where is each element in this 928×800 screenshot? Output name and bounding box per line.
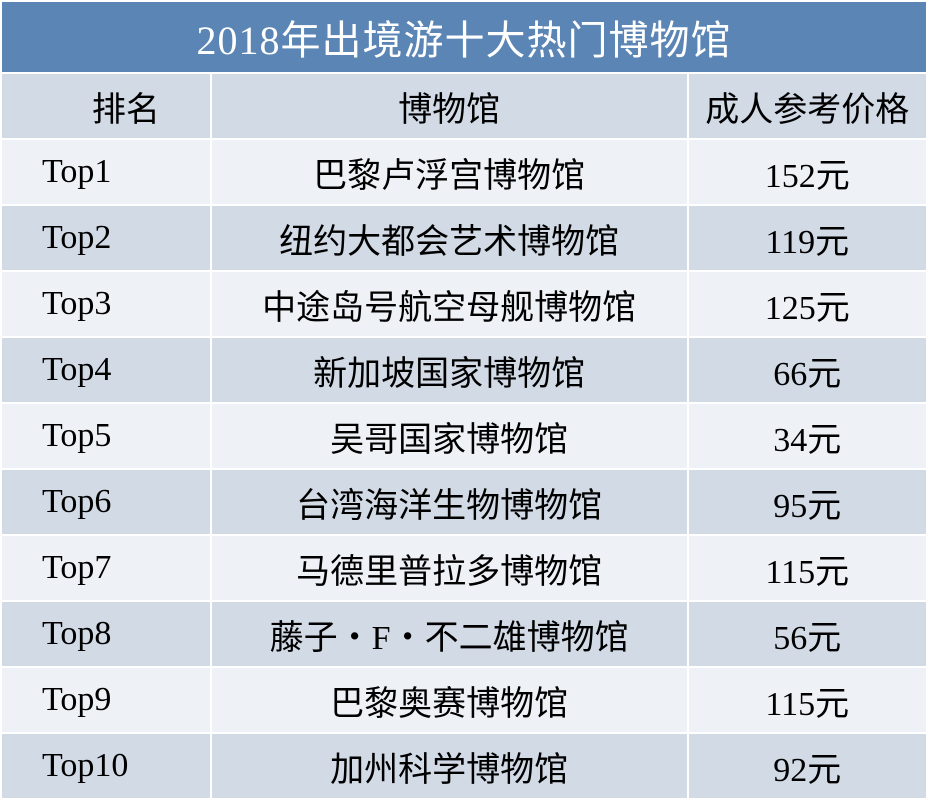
- header-museum: 博物馆: [211, 73, 688, 139]
- header-price: 成人参考价格: [688, 73, 927, 139]
- cell-museum: 巴黎奥赛博物馆: [211, 667, 688, 733]
- table-row: Top8 藤子・F・不二雄博物馆 56元: [1, 601, 927, 667]
- cell-rank: Top10: [1, 733, 211, 799]
- cell-price: 115元: [688, 667, 927, 733]
- cell-rank: Top4: [1, 337, 211, 403]
- cell-price: 95元: [688, 469, 927, 535]
- cell-museum: 藤子・F・不二雄博物馆: [211, 601, 688, 667]
- cell-museum: 新加坡国家博物馆: [211, 337, 688, 403]
- museum-ranking-table: 2018年出境游十大热门博物馆 排名 博物馆 成人参考价格 Top1 巴黎卢浮宫…: [0, 0, 928, 800]
- cell-price: 92元: [688, 733, 927, 799]
- table-row: Top9 巴黎奥赛博物馆 115元: [1, 667, 927, 733]
- cell-price: 56元: [688, 601, 927, 667]
- table-title-row: 2018年出境游十大热门博物馆: [1, 1, 927, 73]
- header-rank: 排名: [1, 73, 211, 139]
- cell-museum: 巴黎卢浮宫博物馆: [211, 139, 688, 205]
- cell-museum: 台湾海洋生物博物馆: [211, 469, 688, 535]
- cell-price: 34元: [688, 403, 927, 469]
- cell-price: 152元: [688, 139, 927, 205]
- cell-museum: 马德里普拉多博物馆: [211, 535, 688, 601]
- cell-rank: Top5: [1, 403, 211, 469]
- cell-rank: Top9: [1, 667, 211, 733]
- cell-price: 66元: [688, 337, 927, 403]
- cell-museum: 吴哥国家博物馆: [211, 403, 688, 469]
- cell-rank: Top1: [1, 139, 211, 205]
- table-row: Top5 吴哥国家博物馆 34元: [1, 403, 927, 469]
- table-row: Top6 台湾海洋生物博物馆 95元: [1, 469, 927, 535]
- table-title: 2018年出境游十大热门博物馆: [1, 1, 927, 73]
- cell-rank: Top3: [1, 271, 211, 337]
- table-row: Top2 纽约大都会艺术博物馆 119元: [1, 205, 927, 271]
- table-header-row: 排名 博物馆 成人参考价格: [1, 73, 927, 139]
- cell-price: 125元: [688, 271, 927, 337]
- table-row: Top4 新加坡国家博物馆 66元: [1, 337, 927, 403]
- cell-rank: Top8: [1, 601, 211, 667]
- cell-price: 119元: [688, 205, 927, 271]
- cell-rank: Top6: [1, 469, 211, 535]
- cell-museum: 加州科学博物馆: [211, 733, 688, 799]
- table-row: Top10 加州科学博物馆 92元: [1, 733, 927, 799]
- cell-rank: Top2: [1, 205, 211, 271]
- table-row: Top1 巴黎卢浮宫博物馆 152元: [1, 139, 927, 205]
- cell-museum: 纽约大都会艺术博物馆: [211, 205, 688, 271]
- cell-price: 115元: [688, 535, 927, 601]
- table-row: Top7 马德里普拉多博物馆 115元: [1, 535, 927, 601]
- cell-museum: 中途岛号航空母舰博物馆: [211, 271, 688, 337]
- table-row: Top3 中途岛号航空母舰博物馆 125元: [1, 271, 927, 337]
- cell-rank: Top7: [1, 535, 211, 601]
